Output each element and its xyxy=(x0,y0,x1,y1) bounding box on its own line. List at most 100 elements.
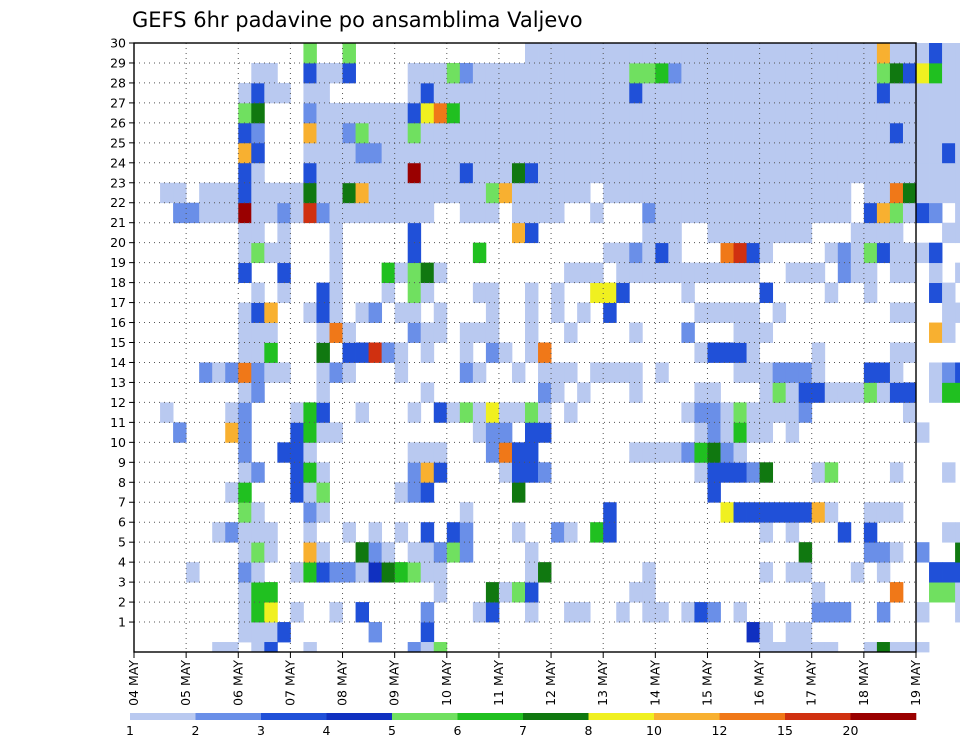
heatmap-cell xyxy=(368,622,383,643)
heatmap-cell xyxy=(629,62,643,84)
heatmap-cell xyxy=(407,62,422,84)
heatmap-cell xyxy=(876,43,891,64)
heatmap-cell xyxy=(551,382,565,403)
heatmap-cell xyxy=(863,262,878,284)
heatmap-cell xyxy=(277,282,291,303)
heatmap-cell xyxy=(329,122,343,144)
heatmap-cell xyxy=(916,542,930,563)
heatmap-cell xyxy=(381,342,396,363)
heatmap-cell xyxy=(785,362,800,383)
heatmap-cell xyxy=(525,182,539,204)
heatmap-cell xyxy=(929,182,943,204)
x-tick-label: 15 MAY xyxy=(699,660,714,706)
heatmap-cell xyxy=(876,502,891,523)
heatmap-cell xyxy=(772,402,787,423)
heatmap-cell xyxy=(251,542,265,563)
heatmap-cell xyxy=(316,182,330,204)
heatmap-cell xyxy=(655,242,669,264)
heatmap-cell xyxy=(485,202,500,224)
heatmap-cell xyxy=(668,82,682,104)
heatmap-cell xyxy=(303,422,317,443)
heatmap-cell xyxy=(916,62,930,84)
heatmap-cell xyxy=(889,62,904,84)
heatmap-cell xyxy=(498,62,513,84)
heatmap-cell xyxy=(850,382,865,403)
heatmap-cell xyxy=(746,302,760,323)
heatmap-cell xyxy=(876,102,891,124)
heatmap-cell xyxy=(238,542,252,563)
heatmap-cell xyxy=(785,202,800,224)
heatmap-cell xyxy=(355,602,369,623)
heatmap-cell xyxy=(720,122,734,144)
heatmap-cell xyxy=(759,182,774,204)
heatmap-cell xyxy=(277,202,291,224)
heatmap-cell xyxy=(759,362,774,383)
heatmap-cell xyxy=(225,402,239,423)
heatmap-cell xyxy=(303,542,317,563)
heatmap-cell xyxy=(212,642,226,653)
heatmap-cell xyxy=(889,642,904,653)
heatmap-cell xyxy=(251,322,265,343)
heatmap-cell xyxy=(564,142,578,164)
heatmap-cell xyxy=(329,302,343,323)
heatmap-cell xyxy=(420,122,435,144)
heatmap-cell xyxy=(368,302,383,323)
heatmap-cell xyxy=(564,62,578,84)
y-tick-label: 16 xyxy=(110,315,126,330)
heatmap-cell xyxy=(759,142,774,164)
heatmap-cell xyxy=(420,62,435,84)
heatmap-cell xyxy=(837,382,852,403)
heatmap-cell xyxy=(407,262,422,284)
heatmap-cell xyxy=(929,43,943,64)
heatmap-cell xyxy=(472,202,487,224)
heatmap-cell xyxy=(837,202,852,224)
heatmap-cell xyxy=(251,82,265,104)
heatmap-cell xyxy=(538,43,552,64)
heatmap-cell xyxy=(876,562,891,583)
heatmap-cell xyxy=(329,242,343,264)
heatmap-cell xyxy=(238,422,252,443)
heatmap-cell xyxy=(603,162,617,184)
colorbar-swatch xyxy=(850,713,917,720)
heatmap-cell xyxy=(251,342,265,363)
heatmap-cell xyxy=(590,262,604,284)
heatmap-cell xyxy=(863,202,878,224)
heatmap-cell xyxy=(277,182,291,204)
heatmap-cell xyxy=(355,342,369,363)
heatmap-cell xyxy=(876,602,891,623)
heatmap-cell xyxy=(707,482,721,503)
heatmap-cell xyxy=(694,62,708,84)
heatmap-cell xyxy=(863,182,878,204)
heatmap-cell xyxy=(824,62,839,84)
heatmap-cell xyxy=(707,382,721,403)
heatmap-cell xyxy=(173,422,187,443)
heatmap-cell xyxy=(290,482,304,503)
heatmap-cell xyxy=(590,202,604,224)
y-tick-label: 19 xyxy=(110,255,126,270)
heatmap-cell xyxy=(785,122,800,144)
heatmap-cell xyxy=(551,282,565,303)
heatmap-cell xyxy=(603,62,617,84)
heatmap-cell xyxy=(876,122,891,144)
heatmap-cell xyxy=(316,102,330,124)
heatmap-cell xyxy=(420,162,435,184)
heatmap-cell xyxy=(642,122,656,144)
heatmap-cell xyxy=(316,362,330,383)
y-tick-label: 24 xyxy=(110,155,126,170)
colorbar-label: 7 xyxy=(519,723,527,738)
heatmap-cell xyxy=(577,102,591,124)
heatmap-cell xyxy=(642,43,656,64)
heatmap-cell xyxy=(616,122,630,144)
heatmap-cell xyxy=(394,482,409,503)
heatmap-cell xyxy=(889,542,904,563)
heatmap-cell xyxy=(850,162,865,184)
x-tick-label: 17 MAY xyxy=(804,660,819,706)
heatmap-cell xyxy=(446,142,461,164)
x-tick-label: 12 MAY xyxy=(543,660,558,706)
x-tick-label: 08 MAY xyxy=(335,660,350,706)
heatmap-cell xyxy=(577,82,591,104)
heatmap-cell xyxy=(668,162,682,184)
heatmap-cell xyxy=(551,202,565,224)
heatmap-cell xyxy=(746,162,760,184)
heatmap-cell xyxy=(772,202,787,224)
